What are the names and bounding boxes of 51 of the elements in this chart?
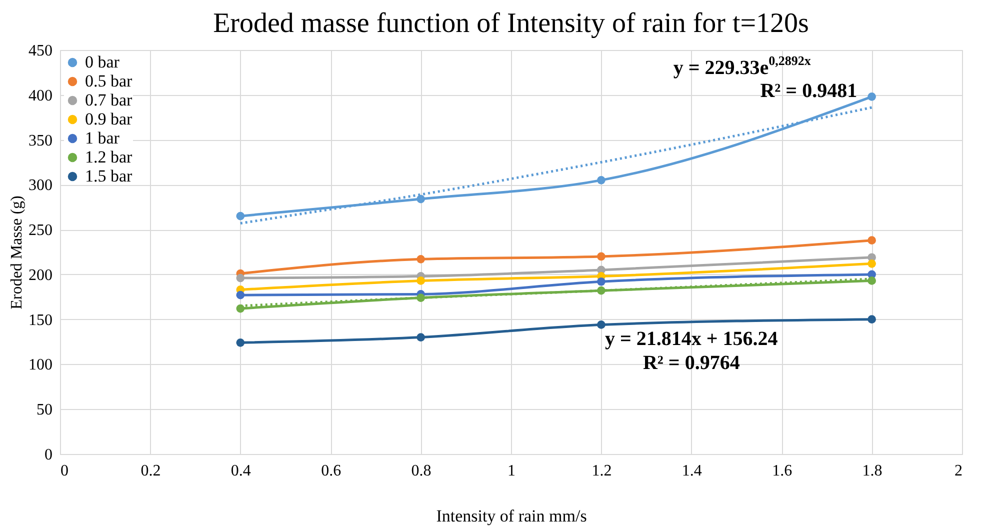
x-tick-label: 1.6 — [772, 462, 792, 480]
point — [868, 276, 876, 285]
y-tick-label: 100 — [28, 356, 52, 374]
legend-label: 0.5 bar — [85, 72, 133, 90]
annotation: y = 21.814x + 156.24 — [605, 328, 778, 350]
x-tick-label: 0.6 — [321, 462, 342, 480]
point — [868, 236, 876, 245]
x-tick-label: 0.2 — [140, 462, 161, 480]
point — [868, 92, 876, 101]
y-tick-label: 400 — [28, 87, 52, 104]
y-tick-label: 50 — [36, 402, 52, 419]
annotation: R² = 0.9481 — [760, 80, 858, 102]
legend-label: 1.2 bar — [85, 148, 133, 166]
y-tick-label: 300 — [28, 177, 52, 194]
x-tick-label: 0.8 — [411, 462, 432, 480]
point — [236, 212, 245, 220]
x-tick-label: 1.4 — [682, 462, 702, 480]
chart-title: Eroded masse function of Intensity of rain for t=120s — [213, 8, 809, 39]
x-tick-label: 1.8 — [862, 462, 882, 480]
y-tick-label: 0 — [44, 446, 52, 464]
legend-label: 1.5 bar — [85, 166, 133, 186]
point — [416, 255, 425, 264]
y-tick-label: 250 — [28, 222, 52, 240]
y-axis-title: Eroded Masse (g) — [8, 196, 26, 310]
point — [597, 252, 606, 261]
annotation: R² = 0.9764 — [642, 352, 740, 374]
point — [416, 333, 425, 342]
x-axis-title: Intensity of rain mm/s — [436, 506, 587, 526]
y-tick-label: 350 — [28, 132, 52, 150]
legend-label: 0.7 bar — [85, 90, 133, 110]
x-tick-label: 2 — [954, 462, 962, 480]
point — [236, 274, 245, 282]
point — [236, 338, 245, 347]
legend-label: 1 bar — [85, 128, 120, 148]
y-tick-label: 200 — [28, 266, 52, 284]
point — [416, 276, 425, 285]
point — [868, 315, 876, 324]
x-tick-label: 1.2 — [592, 462, 612, 480]
point — [597, 176, 606, 184]
y-tick-label: 150 — [28, 312, 52, 329]
point — [868, 259, 876, 268]
x-tick-label: 0.4 — [230, 462, 251, 480]
x-tick-label: 1 — [508, 462, 516, 480]
point — [236, 290, 245, 300]
point — [416, 194, 425, 204]
y-tick-label: 450 — [28, 42, 52, 60]
legend-label: 0.9 bar — [85, 110, 133, 128]
x-tick-label: 0 — [60, 462, 68, 480]
legend-label: 0 bar — [85, 52, 120, 72]
point — [597, 320, 606, 329]
point — [597, 277, 606, 286]
